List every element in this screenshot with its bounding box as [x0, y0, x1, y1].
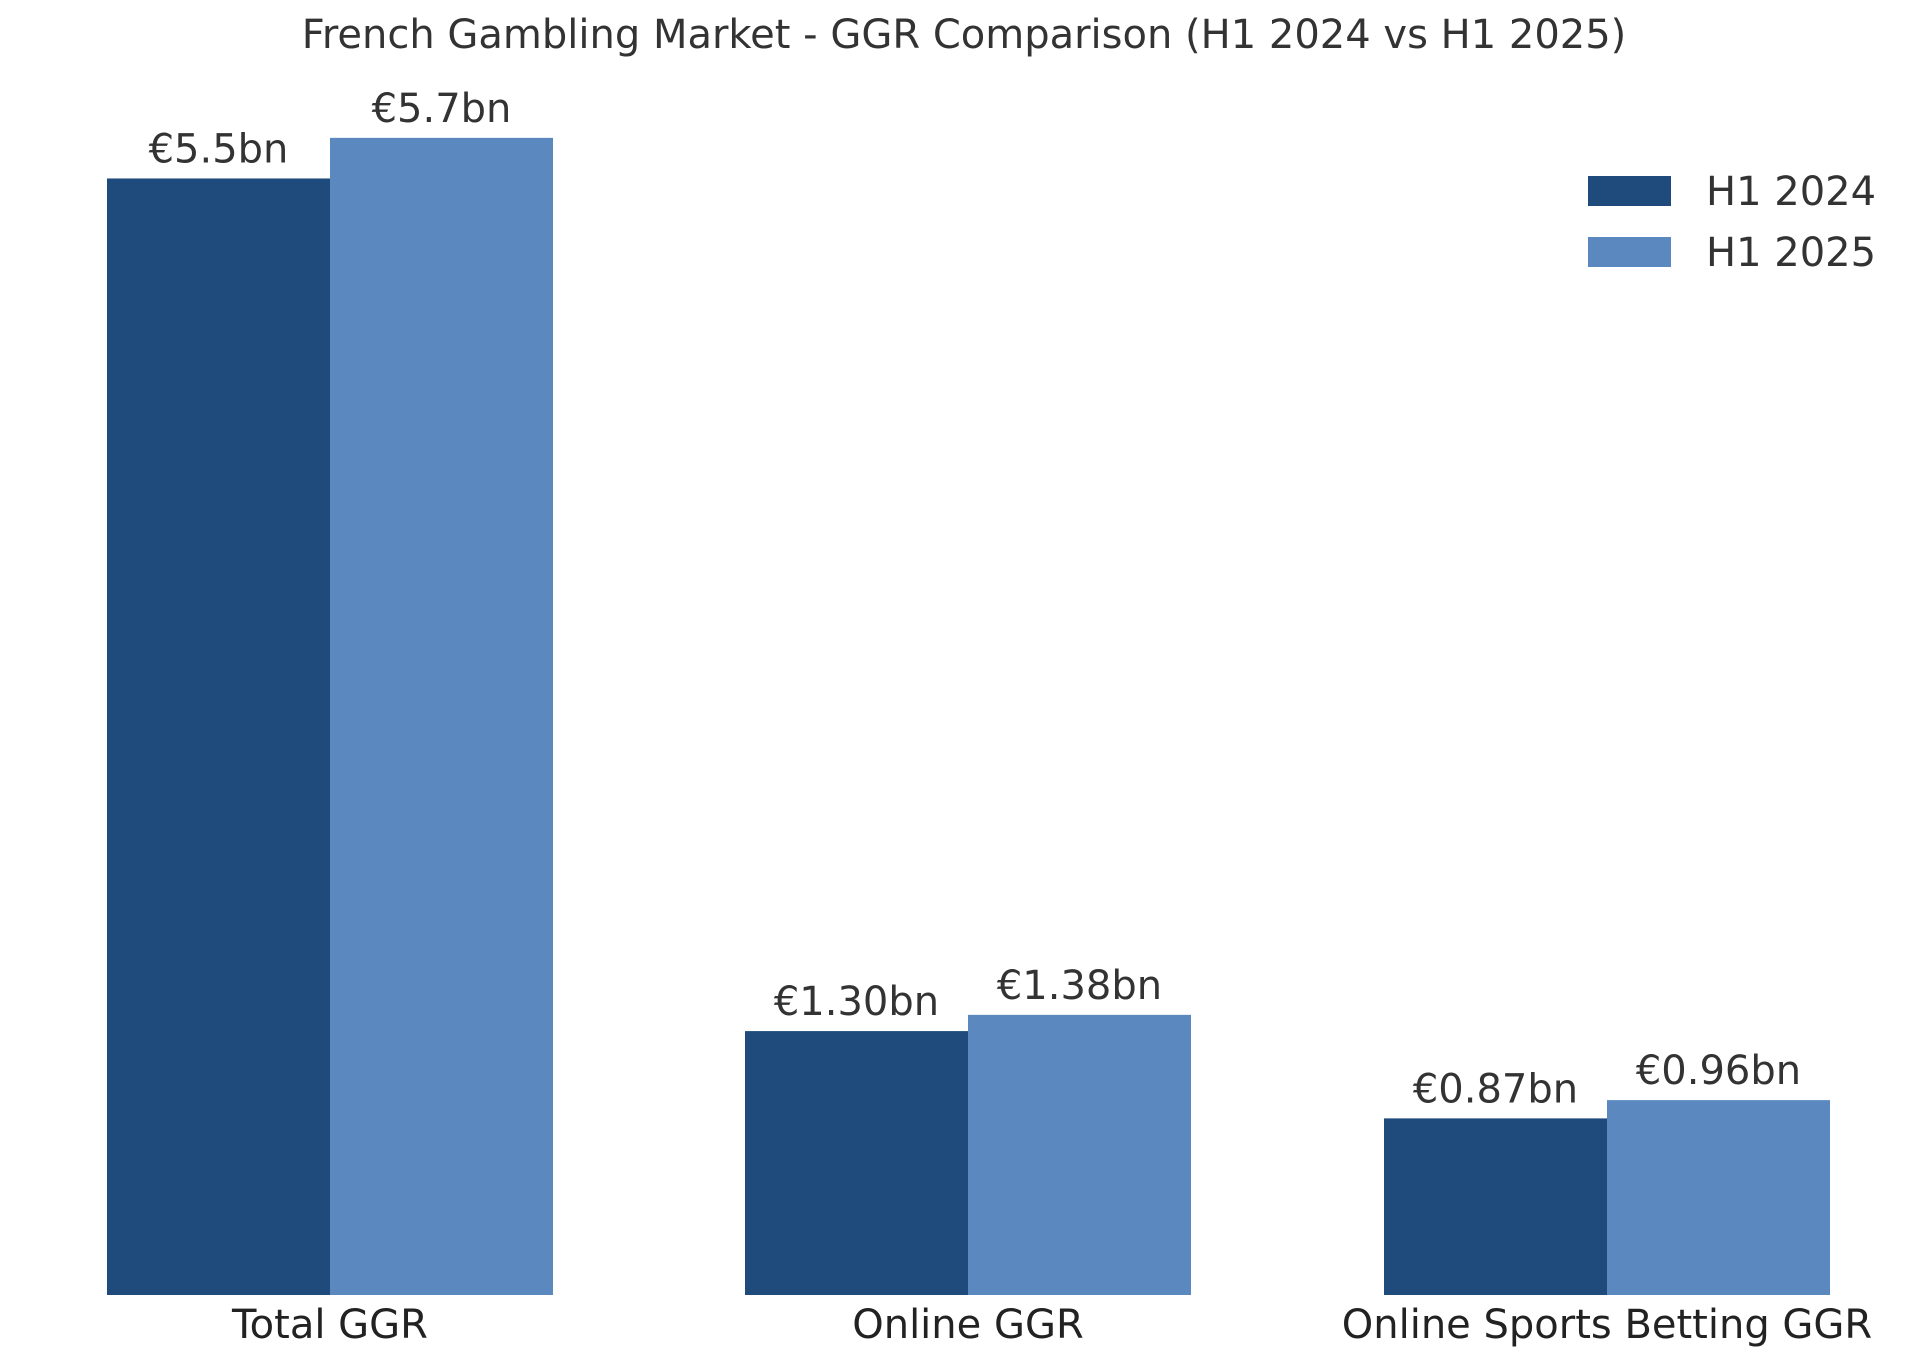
value-label-total-ggr-h1-2024: €5.5bn	[149, 126, 289, 172]
bar-total-ggr-h1-2025	[330, 137, 553, 1295]
category-label-online-sports-betting-ggr: Online Sports Betting GGR	[1342, 1302, 1872, 1348]
legend-swatch-h1-2025	[1588, 237, 1671, 267]
category-label-total-ggr: Total GGR	[231, 1302, 428, 1348]
value-label-online-sports-betting-ggr-h1-2024: €0.87bn	[1413, 1066, 1578, 1112]
value-label-online-ggr-h1-2024: €1.30bn	[774, 979, 939, 1025]
legend-label-h1-2025: H1 2025	[1706, 230, 1876, 276]
value-labels-layer: €5.5bn €5.7bn €1.30bn €1.38bn €0.87bn €0.96bn	[149, 86, 1802, 1113]
bar-online-sports-betting-ggr-h1-2025	[1607, 1100, 1830, 1295]
category-label-online-ggr: Online GGR	[852, 1302, 1084, 1348]
bar-online-ggr-h1-2025	[968, 1014, 1191, 1295]
chart-title: French Gambling Market - GGR Comparison …	[302, 12, 1627, 58]
bar-total-ggr-h1-2024	[107, 178, 330, 1296]
legend-label-h1-2024: H1 2024	[1706, 169, 1876, 215]
bar-online-sports-betting-ggr-h1-2024	[1384, 1118, 1607, 1295]
value-label-online-sports-betting-ggr-h1-2025: €0.96bn	[1636, 1048, 1801, 1094]
value-label-online-ggr-h1-2025: €1.38bn	[997, 963, 1162, 1009]
value-label-total-ggr-h1-2025: €5.7bn	[372, 86, 512, 132]
legend: H1 2024 H1 2025	[1588, 169, 1876, 276]
bar-online-ggr-h1-2024	[745, 1031, 968, 1295]
bars-layer	[107, 137, 1830, 1296]
legend-swatch-h1-2024	[1588, 176, 1671, 206]
category-labels-layer: Total GGR Online GGR Online Sports Betting…	[231, 1302, 1872, 1348]
